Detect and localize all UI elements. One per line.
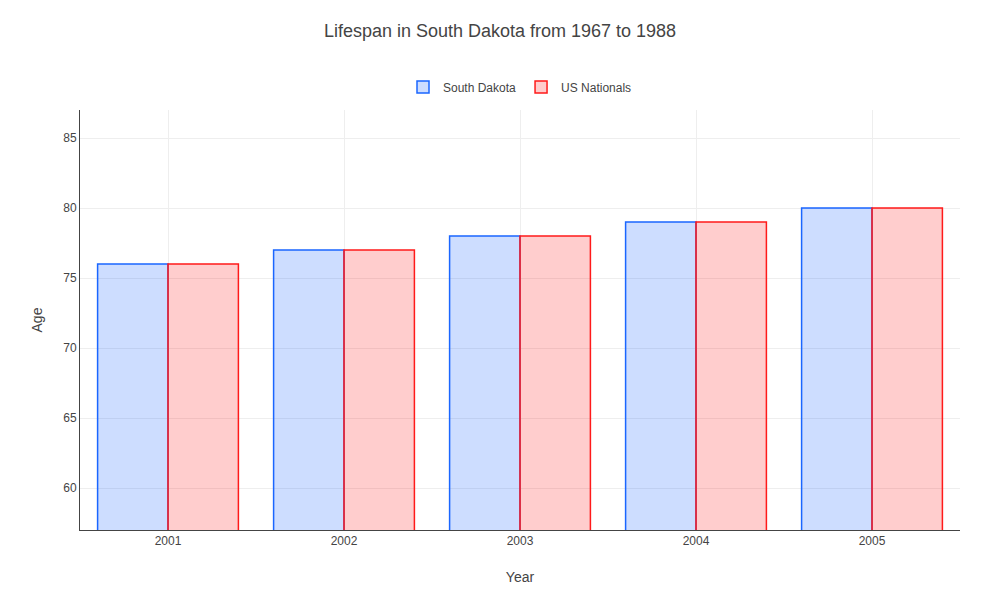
svg-text:Year: Year (506, 569, 535, 585)
svg-text:US Nationals: US Nationals (561, 81, 631, 95)
svg-text:Lifespan in South Dakota from: Lifespan in South Dakota from 1967 to 19… (324, 21, 676, 41)
svg-text:85: 85 (63, 131, 77, 145)
svg-text:2004: 2004 (683, 534, 710, 548)
svg-text:South Dakota: South Dakota (443, 81, 516, 95)
svg-text:80: 80 (63, 201, 77, 215)
svg-text:75: 75 (63, 271, 77, 285)
svg-text:2005: 2005 (859, 534, 886, 548)
svg-text:70: 70 (63, 341, 77, 355)
svg-text:2003: 2003 (507, 534, 534, 548)
svg-text:Age: Age (29, 307, 45, 332)
svg-text:2002: 2002 (331, 534, 358, 548)
svg-text:2001: 2001 (155, 534, 182, 548)
svg-text:65: 65 (63, 411, 77, 425)
svg-text:60: 60 (63, 481, 77, 495)
